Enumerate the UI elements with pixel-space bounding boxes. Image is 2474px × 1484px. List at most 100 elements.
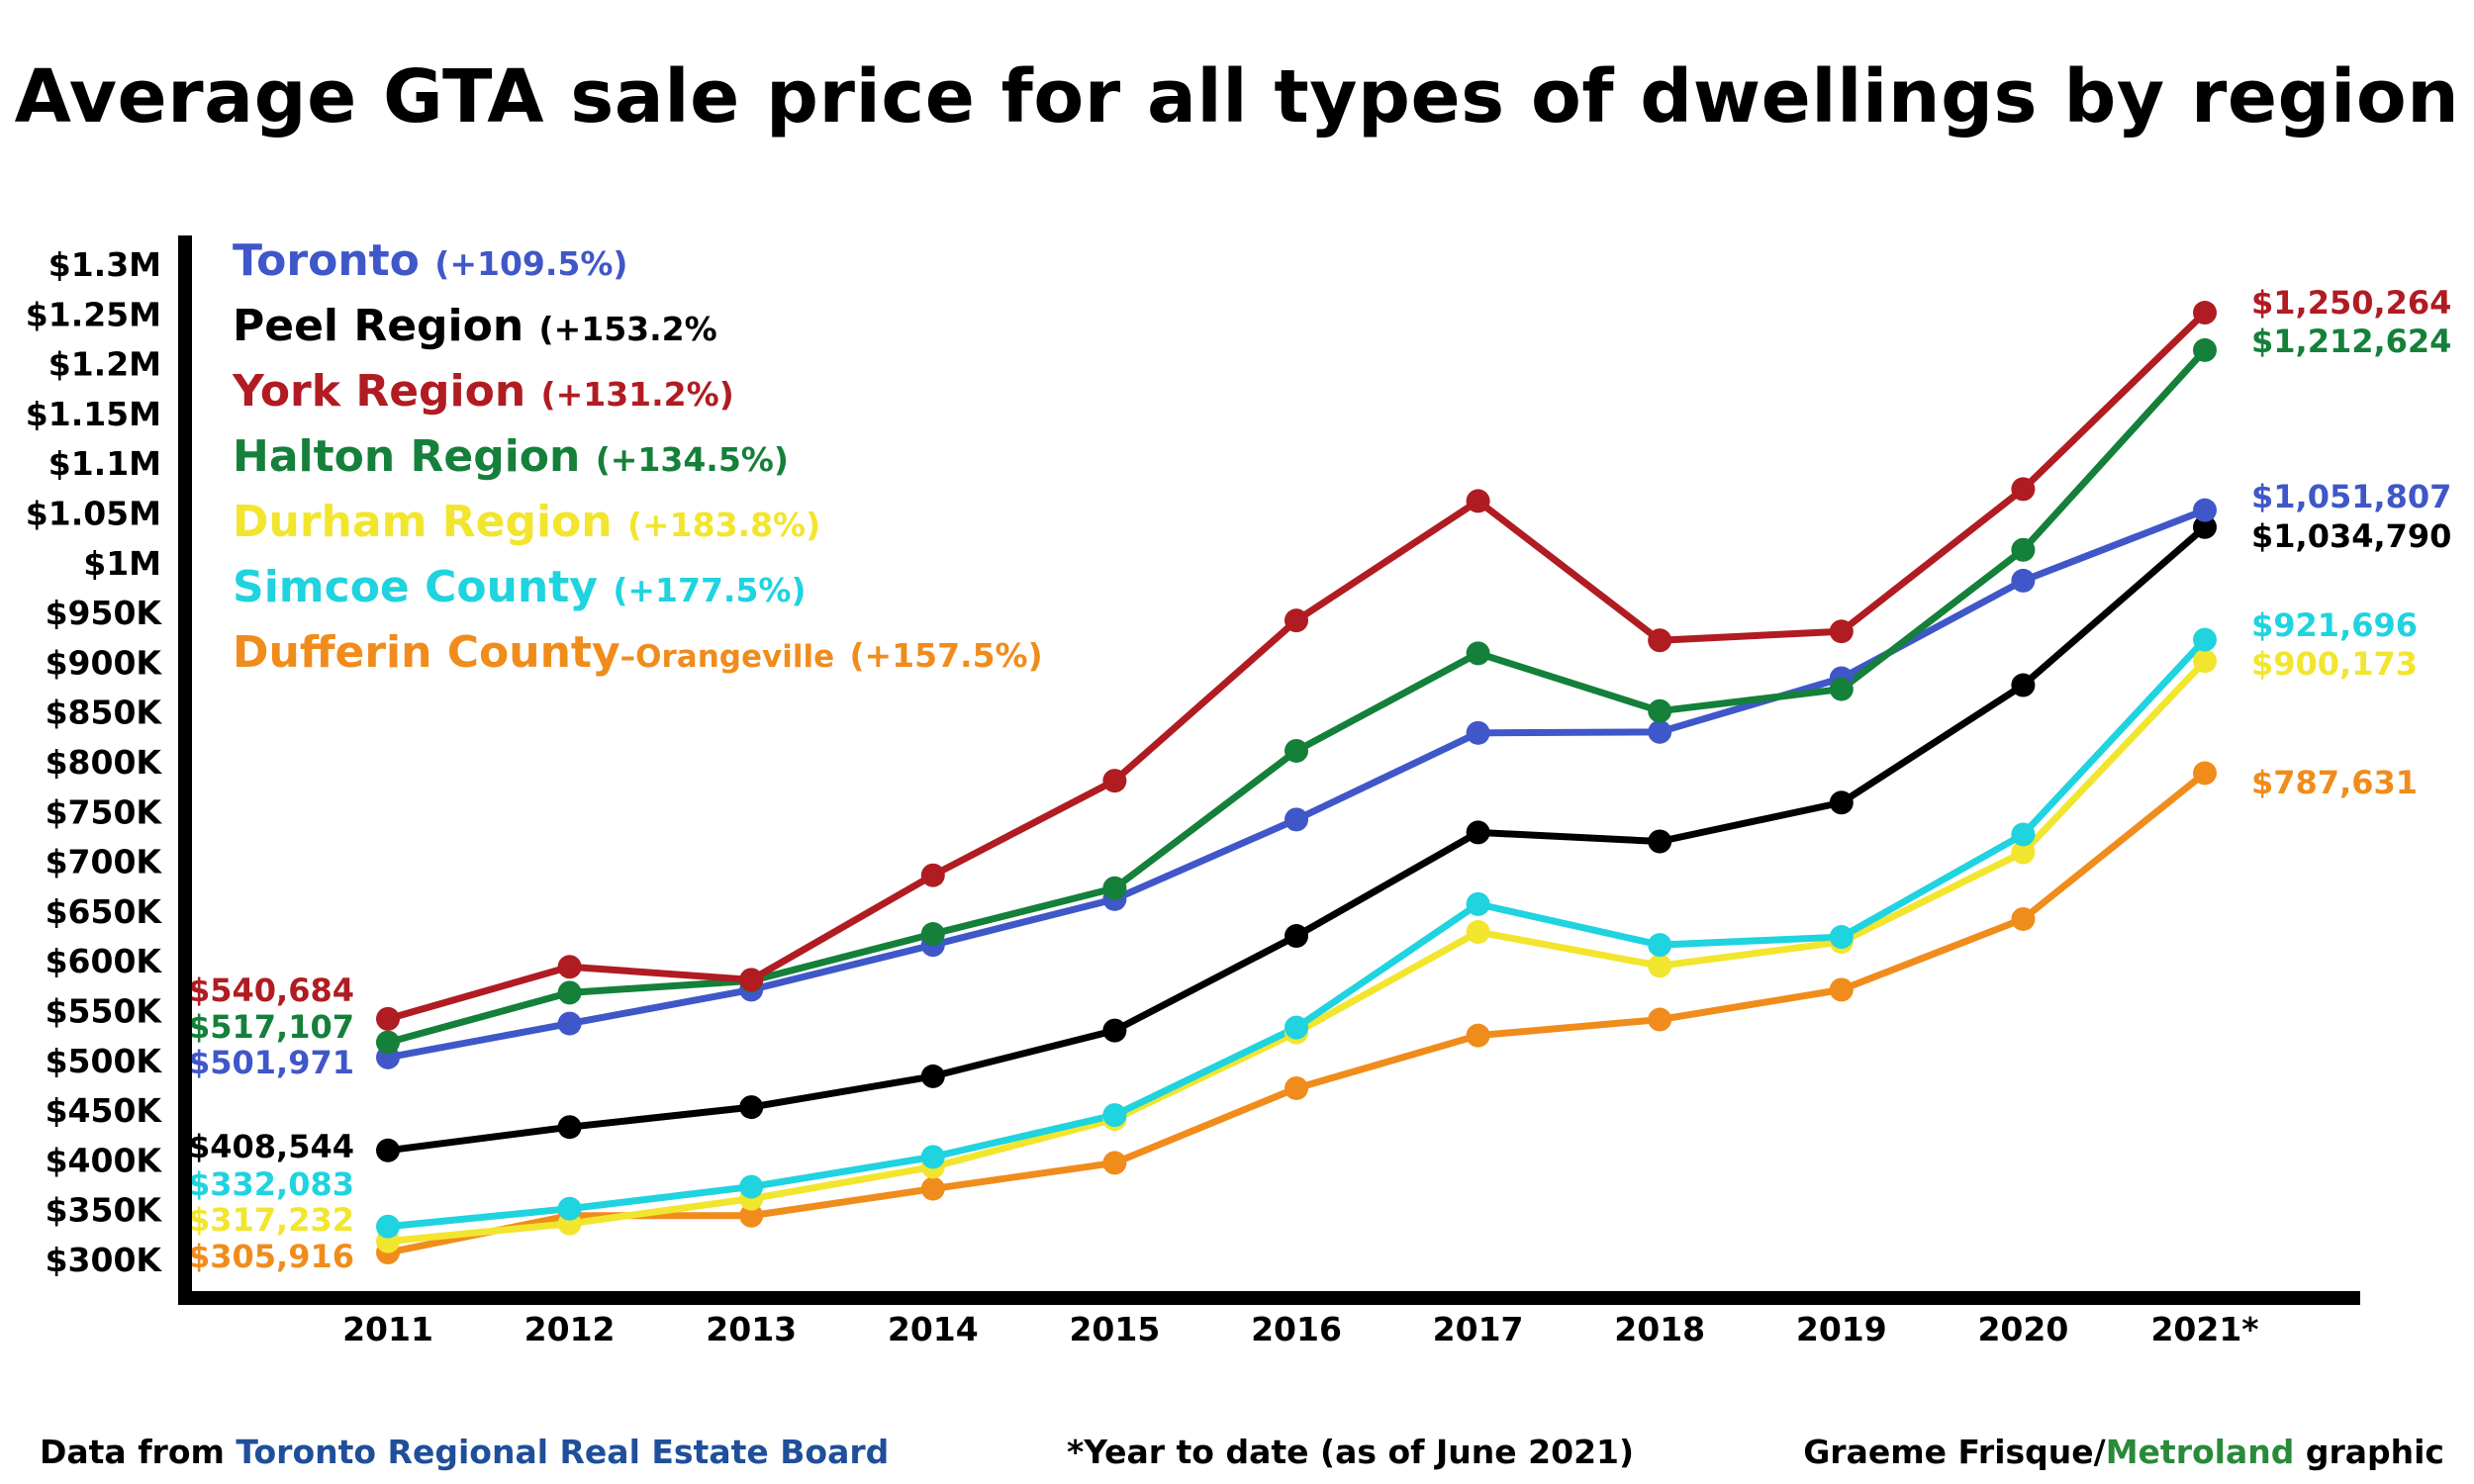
data-point bbox=[2011, 840, 2036, 865]
data-point bbox=[1648, 1007, 1672, 1032]
data-point bbox=[920, 922, 945, 947]
data-point bbox=[1829, 977, 1854, 1002]
legend-item-peel: Peel Region (+153.2% bbox=[233, 295, 1043, 360]
data-point bbox=[376, 1030, 400, 1055]
legend-item-toronto: Toronto (+109.5%) bbox=[233, 230, 1043, 295]
data-point bbox=[1285, 738, 1308, 763]
end-value-label: $1,051,807 bbox=[2251, 478, 2451, 515]
data-point bbox=[2193, 337, 2217, 362]
data-point bbox=[1648, 933, 1672, 958]
source-name: Toronto Regional Real Estate Board bbox=[236, 1433, 890, 1471]
x-tick-label: 2017 bbox=[1433, 1310, 1524, 1348]
legend-name: Peel Region bbox=[233, 301, 524, 351]
legend-change: (+177.5%) bbox=[613, 571, 807, 609]
legend-change: (+109.5%) bbox=[434, 244, 628, 283]
data-point bbox=[2011, 822, 2036, 847]
legend-change: (+131.2%) bbox=[540, 375, 734, 414]
legend-item-york: York Region (+131.2%) bbox=[233, 360, 1043, 425]
legend-name: Toronto bbox=[233, 235, 420, 286]
data-point bbox=[1829, 790, 1854, 815]
y-tick-label: $850K bbox=[46, 694, 163, 732]
data-point bbox=[1466, 489, 1490, 513]
credit-name: Graeme Frisque/ bbox=[1803, 1433, 2106, 1471]
y-tick-label: $900K bbox=[46, 643, 163, 682]
legend-name: York Region bbox=[233, 366, 526, 417]
data-labels: $305,916 $787,631 $317,232 $900,173 $332,083… bbox=[188, 284, 2451, 1275]
series-points bbox=[376, 301, 2217, 1265]
data-point bbox=[1102, 1018, 1127, 1043]
y-tick-label: $550K bbox=[46, 992, 163, 1031]
data-point bbox=[920, 1176, 945, 1201]
x-tick-label: 2021* bbox=[2150, 1310, 2258, 1348]
start-value-label: $305,916 bbox=[188, 1238, 354, 1275]
x-tick-label: 2019 bbox=[1796, 1310, 1887, 1348]
end-value-label: $1,250,264 bbox=[2251, 284, 2451, 322]
source-prefix: Data from bbox=[40, 1433, 237, 1471]
data-point bbox=[2193, 627, 2217, 652]
data-point bbox=[2011, 673, 2036, 697]
start-value-label: $332,083 bbox=[188, 1165, 354, 1203]
data-point bbox=[557, 1196, 582, 1221]
data-point bbox=[1285, 924, 1308, 949]
y-tick-label: $1.1M bbox=[48, 444, 161, 483]
data-point bbox=[2011, 477, 2036, 502]
legend-change: (+157.5%) bbox=[849, 636, 1043, 675]
legend-change: (+134.5%) bbox=[595, 440, 789, 479]
data-point bbox=[1102, 1103, 1127, 1128]
data-point bbox=[920, 1064, 945, 1088]
data-point bbox=[739, 1203, 764, 1228]
y-tick-label: $400K bbox=[46, 1141, 163, 1179]
y-tick-label: $1.25M bbox=[26, 295, 161, 333]
start-value-label: $540,684 bbox=[188, 972, 354, 1009]
data-point bbox=[2193, 514, 2217, 539]
credit: Graeme Frisque/Metroland graphic bbox=[1803, 1433, 2444, 1471]
y-tick-label: $1.3M bbox=[48, 245, 161, 284]
y-tick-label: $700K bbox=[46, 843, 163, 881]
start-value-label: $408,544 bbox=[188, 1128, 354, 1165]
y-tick-label: $1.15M bbox=[26, 395, 161, 433]
data-point bbox=[739, 1095, 764, 1120]
y-tick-label: $1M bbox=[83, 544, 161, 583]
data-point bbox=[1648, 698, 1672, 723]
legend-item-durham: Durham Region (+183.8%) bbox=[233, 491, 1043, 556]
data-point bbox=[2193, 761, 2217, 786]
credit-suffix: graphic bbox=[2294, 1433, 2444, 1471]
y-tick-label: $950K bbox=[46, 594, 163, 632]
legend-name: Simcoe County bbox=[233, 562, 598, 612]
data-point bbox=[376, 1006, 400, 1031]
data-point bbox=[1285, 608, 1308, 633]
y-tick-label: $350K bbox=[46, 1191, 163, 1230]
y-axis-tick-labels: $1.3M $1.25M $1.2M $1.15M $1.1M $1.05M $1M $950… bbox=[26, 245, 163, 1279]
data-point bbox=[1466, 1023, 1490, 1048]
data-point bbox=[1466, 920, 1490, 945]
legend-name: Durham Region bbox=[233, 497, 613, 547]
y-tick-label: $300K bbox=[46, 1241, 163, 1279]
chart-title: Average GTA sale price for all types of … bbox=[14, 54, 2460, 139]
data-point bbox=[1829, 925, 1854, 950]
data-point bbox=[2011, 568, 2036, 593]
data-point bbox=[376, 1138, 400, 1162]
end-value-label: $921,696 bbox=[2251, 606, 2418, 644]
data-point bbox=[1829, 677, 1854, 701]
end-value-label: $1,212,624 bbox=[2251, 323, 2451, 360]
x-tick-label: 2015 bbox=[1069, 1310, 1160, 1348]
data-point bbox=[1829, 619, 1854, 644]
legend-change: (+153.2% bbox=[538, 310, 717, 348]
legend: Toronto (+109.5%) Peel Region (+153.2% Y… bbox=[233, 230, 1043, 689]
start-value-label: $501,971 bbox=[188, 1044, 354, 1081]
data-point bbox=[1466, 641, 1490, 666]
legend-name: Halton Region bbox=[233, 431, 581, 482]
data-point bbox=[1648, 829, 1672, 854]
y-tick-label: $450K bbox=[46, 1091, 163, 1130]
data-point bbox=[1285, 807, 1308, 832]
data-point bbox=[1102, 769, 1127, 793]
data-point bbox=[2193, 498, 2217, 522]
legend-change: (+183.8%) bbox=[626, 506, 821, 544]
data-point bbox=[2011, 537, 2036, 562]
x-tick-label: 2012 bbox=[524, 1310, 616, 1348]
x-tick-label: 2018 bbox=[1614, 1310, 1705, 1348]
data-point bbox=[557, 1115, 582, 1140]
data-source: Data from Toronto Regional Real Estate B… bbox=[40, 1433, 889, 1471]
data-point bbox=[739, 968, 764, 992]
y-tick-label: $500K bbox=[46, 1042, 163, 1080]
